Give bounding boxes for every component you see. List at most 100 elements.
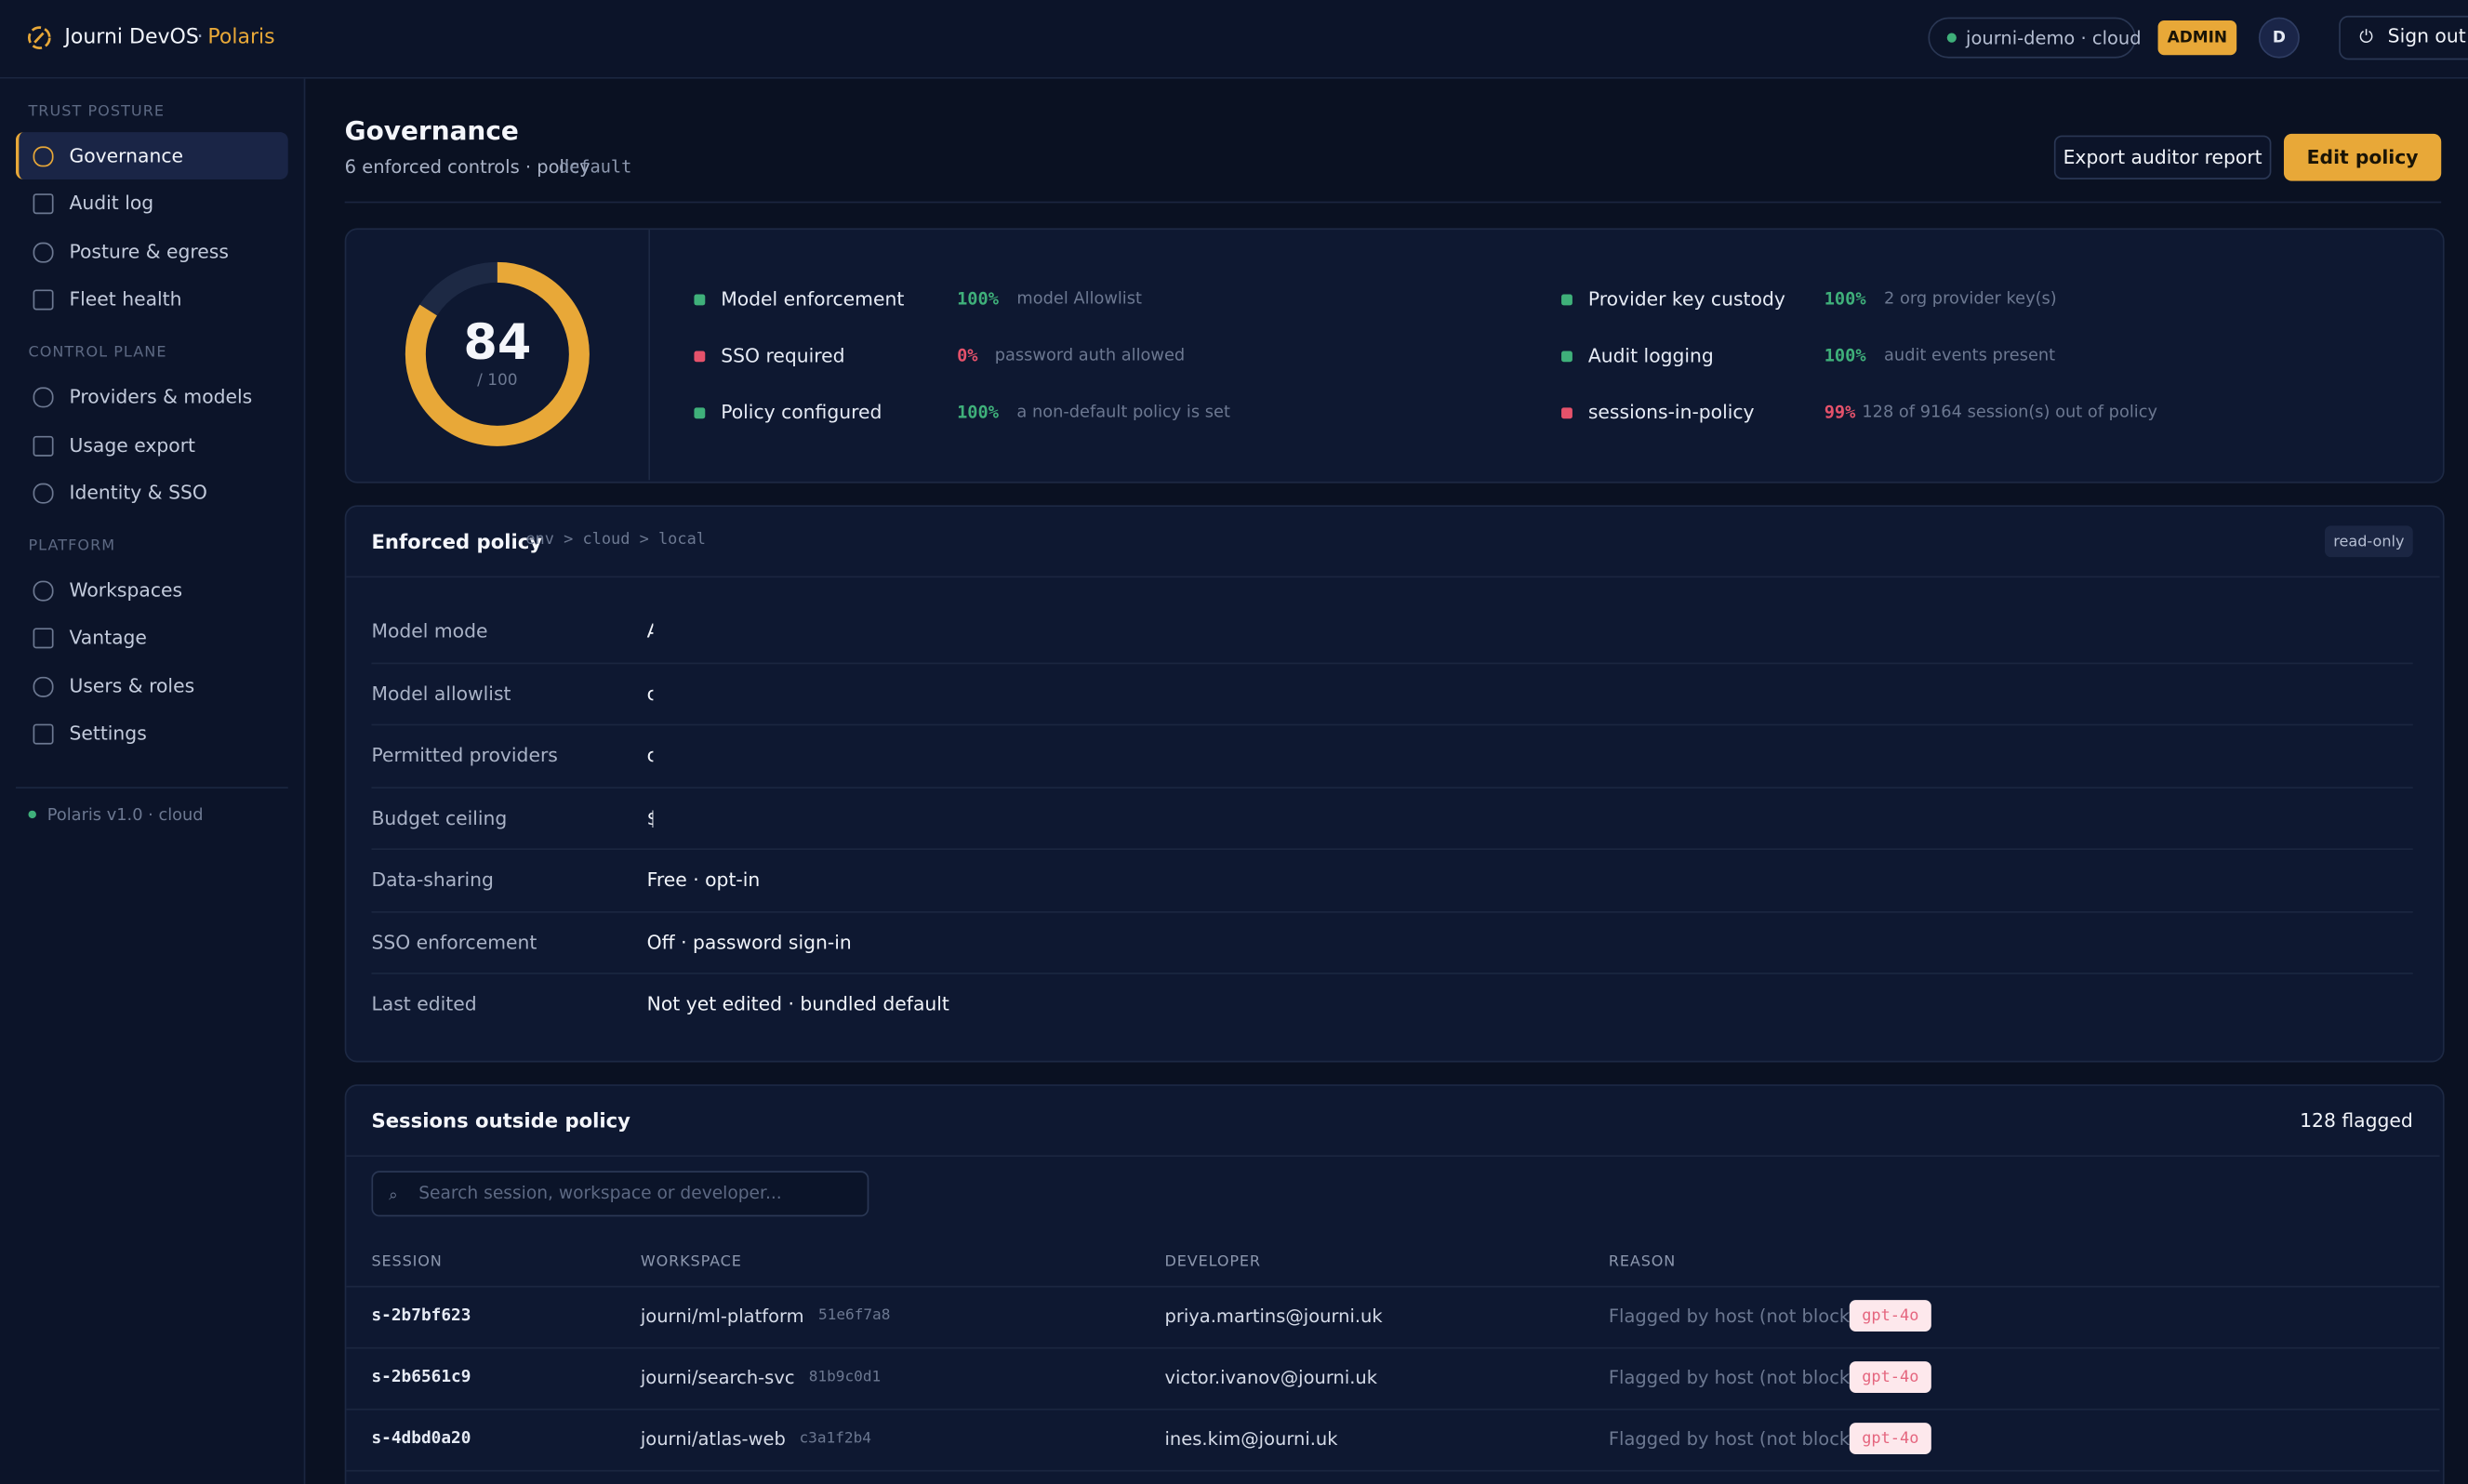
workspace-hash: 51e6f7a8 — [817, 1306, 891, 1325]
nav-item[interactable]: Posture & egress — [69, 240, 229, 262]
power-icon: ⏻ — [2359, 26, 2373, 47]
status-dot — [694, 293, 706, 305]
control-percent: 0% — [957, 345, 978, 366]
nav-item[interactable]: Users & roles — [69, 674, 195, 697]
edit-label: Edit policy — [2306, 146, 2419, 169]
brand-separator: · — [196, 25, 204, 50]
reason: Flagged by host (not blocked) — [1608, 1366, 1879, 1388]
model-chip: gpt-4o — [1849, 1361, 1931, 1393]
column-header: WORKSPACE — [640, 1253, 742, 1271]
control-name: sessions-in-policy — [1587, 401, 1755, 424]
control-name: Audit logging — [1587, 344, 1714, 367]
policy-value: Not yet edited · bundled default — [646, 993, 949, 1015]
reason: Flagged by host (not blocked) — [1608, 1305, 1879, 1327]
page-title: Governance — [344, 115, 519, 146]
policy-path: env > cloud > local — [525, 531, 706, 549]
score-max-number: 100 — [487, 372, 518, 390]
policy-row-divider — [371, 848, 2413, 851]
column-header: REASON — [1608, 1253, 1677, 1271]
export-button[interactable]: Export auditor report — [2053, 135, 2272, 179]
policy-value: $ — [647, 806, 654, 828]
workspace: journi/ml-platform — [640, 1305, 804, 1327]
nav-item[interactable]: Workspaces — [69, 579, 183, 602]
nav-icon — [33, 483, 54, 504]
policy-label: Last edited — [371, 993, 477, 1015]
avatar[interactable]: D — [2258, 17, 2300, 59]
column-header: DEVELOPER — [1164, 1253, 1261, 1271]
policy-row-divider — [371, 973, 2413, 974]
nav-item[interactable]: Vantage — [69, 627, 147, 650]
environment-dot — [1946, 33, 1957, 43]
session-id[interactable]: s-2b6561c9 — [371, 1367, 471, 1387]
workspace: journi/atlas-web — [640, 1427, 786, 1450]
status-dot — [694, 350, 706, 362]
nav-icon — [33, 723, 54, 745]
nav-icon — [33, 387, 54, 408]
table-header-divider — [346, 1285, 2440, 1288]
policy-card — [344, 505, 2445, 1063]
sessions-title: Sessions outside policy — [371, 1108, 630, 1133]
sign-out-button[interactable]: ⏻ Sign out — [2339, 15, 2468, 60]
status-dot — [1561, 406, 1572, 418]
policy-row-divider — [371, 910, 2413, 912]
nav-icon — [33, 146, 54, 167]
control-name: Policy configured — [721, 401, 882, 424]
sidebar-section-title: PLATFORM — [28, 537, 116, 555]
policy-value: c — [647, 745, 654, 767]
logo — [27, 26, 51, 49]
export-label: Export auditor report — [2063, 146, 2262, 169]
search-icon: ⌕ — [389, 1187, 398, 1205]
nav-item[interactable]: Usage export — [69, 433, 196, 457]
sidebar-divider — [15, 787, 288, 788]
search-box[interactable] — [371, 1171, 869, 1217]
nav-item[interactable]: Settings — [69, 722, 147, 745]
status-dot — [1561, 293, 1572, 305]
nav-item[interactable]: Providers & models — [69, 386, 253, 408]
version: Polaris v1.0 · cloud — [46, 805, 204, 825]
nav-item[interactable]: Identity & SSO — [69, 481, 207, 504]
read-only-badge: read-only — [2324, 525, 2413, 558]
developer: victor.ivanov@journi.uk — [1164, 1366, 1378, 1388]
control-note: a non-default policy is set — [1016, 403, 1230, 422]
policy-name: default — [558, 156, 632, 178]
score-divider — [648, 230, 651, 481]
status-dot — [1561, 350, 1572, 362]
nav-item[interactable]: Governance — [69, 144, 184, 167]
nav-icon — [33, 629, 54, 650]
control-percent: 100% — [957, 402, 999, 423]
nav-item[interactable]: Audit log — [69, 192, 154, 215]
brand: Journi DevOS — [64, 25, 199, 50]
workspace-hash: c3a1f2b4 — [799, 1429, 871, 1448]
policy-label: Permitted providers — [371, 744, 558, 767]
top-bar — [0, 0, 2468, 79]
edit-button[interactable]: Edit policy — [2283, 133, 2442, 181]
environment: journi-demo · cloud — [1966, 26, 2142, 49]
control-percent: 100% — [1824, 345, 1866, 366]
session-id[interactable]: s-4dbd0a20 — [371, 1428, 471, 1449]
row-divider — [346, 1346, 2440, 1348]
policy-title: Enforced policy — [371, 529, 543, 553]
policy-value: Free · opt-in — [646, 868, 761, 892]
logo-ring — [27, 26, 51, 49]
role-badge: ADMIN — [2157, 20, 2237, 56]
search-placeholder: Search session, workspace or developer..… — [418, 1182, 782, 1203]
version-dot — [28, 810, 36, 819]
environment-pill — [1928, 17, 2136, 59]
score-value: 84 — [463, 314, 532, 372]
sidebar-section-title: CONTROL PLANE — [28, 344, 167, 362]
developer: ines.kim@journi.uk — [1164, 1427, 1338, 1450]
model-chip: gpt-4o — [1849, 1423, 1931, 1454]
policy-value: Off · password sign-in — [646, 931, 852, 953]
ring-value — [405, 261, 590, 446]
nav-item[interactable]: Fleet health — [69, 287, 182, 311]
sidebar — [0, 78, 306, 1484]
session-id[interactable]: s-2b7bf623 — [371, 1305, 471, 1326]
control-note: model Allowlist — [1016, 289, 1142, 309]
score-card — [344, 228, 2445, 484]
workspace-hash: 81b9c0d1 — [808, 1368, 882, 1386]
control-note: password auth allowed — [994, 346, 1186, 365]
page-divider — [344, 201, 2442, 204]
row-divider — [346, 1408, 2440, 1410]
